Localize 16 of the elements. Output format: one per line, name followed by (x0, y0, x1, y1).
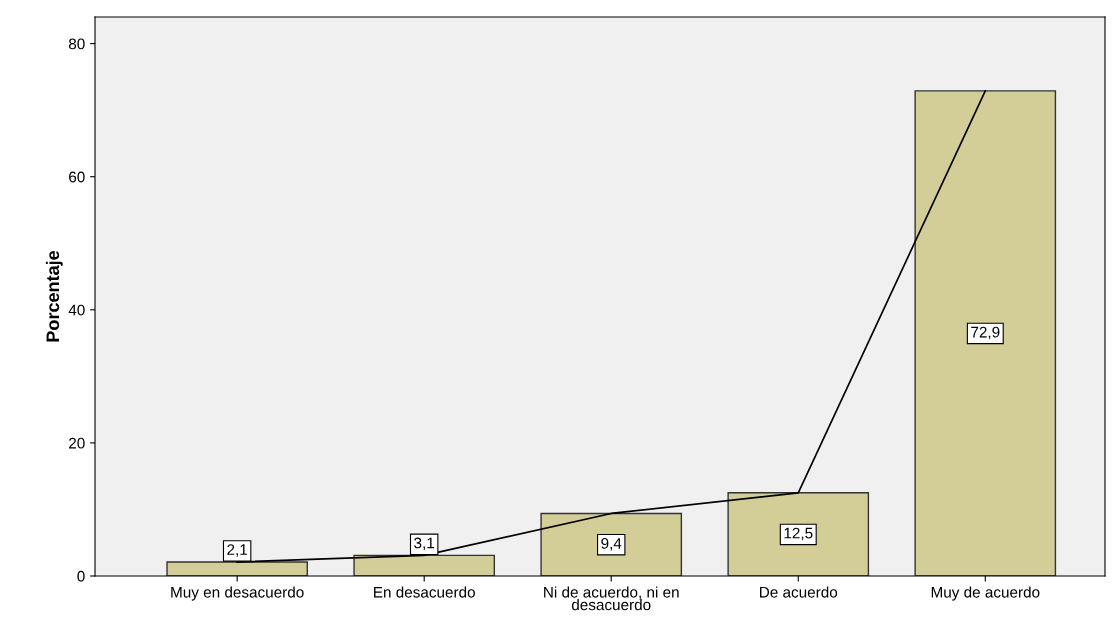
y-tick-label: 80 (68, 38, 85, 50)
x-tick-label: Muy de acuerdo (931, 586, 1040, 601)
x-tick-label: De acuerdo (760, 586, 838, 598)
y-tick-label: 20 (69, 437, 85, 449)
data-label: 72,9 (971, 326, 1000, 340)
x-tick-label: Muy en desacuerdo (171, 586, 304, 601)
x-tick-label: En desacuerdo (374, 586, 475, 598)
data-label: 9,4 (601, 538, 622, 551)
x-tick-label: Ni de acuerdo, ni en desacuerdo (544, 586, 679, 611)
y-tick-label: 0 (77, 570, 85, 582)
y-axis-title: Porcentaje (45, 250, 63, 342)
data-label: 12,5 (784, 527, 813, 541)
y-tick-label: 60 (69, 171, 85, 183)
data-label: 3,1 (414, 537, 435, 551)
data-label: 2,1 (227, 544, 248, 557)
y-tick-label: 40 (68, 304, 85, 316)
